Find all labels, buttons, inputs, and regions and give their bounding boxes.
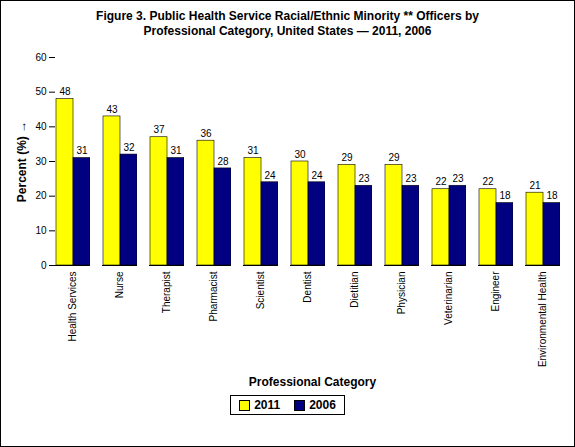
svg-text:Dentist: Dentist <box>302 271 313 302</box>
svg-text:43: 43 <box>106 104 118 115</box>
svg-text:21: 21 <box>529 180 541 191</box>
svg-text:0: 0 <box>41 260 47 271</box>
svg-text:37: 37 <box>153 124 165 135</box>
svg-text:Physician: Physician <box>396 272 407 315</box>
svg-text:22: 22 <box>482 176 494 187</box>
svg-text:48: 48 <box>59 86 71 97</box>
svg-text:Pharmacist: Pharmacist <box>208 271 219 321</box>
svg-text:Nurse: Nurse <box>114 271 125 298</box>
html-text:2006: 2006 <box>309 398 336 412</box>
svg-text:40: 40 <box>35 121 47 132</box>
svg-text:Scientist: Scientist <box>255 271 266 309</box>
svg-text:29: 29 <box>388 152 400 163</box>
svg-text:30: 30 <box>35 156 47 167</box>
svg-text:23: 23 <box>358 173 370 184</box>
svg-text:20: 20 <box>35 190 47 201</box>
svg-text:10: 10 <box>35 225 47 236</box>
svg-text:29: 29 <box>341 152 353 163</box>
svg-text:23: 23 <box>452 173 464 184</box>
svg-text:18: 18 <box>499 190 511 201</box>
svg-text:28: 28 <box>217 156 229 167</box>
svg-text:Health Services: Health Services <box>67 272 78 342</box>
html-text:2011: 2011 <box>254 398 281 412</box>
svg-text:Dietitian: Dietitian <box>349 272 360 308</box>
svg-text:18: 18 <box>546 190 558 201</box>
svg-text:30: 30 <box>294 149 306 160</box>
svg-text:60: 60 <box>35 52 47 63</box>
svg-text:Percent (%) →: Percent (%) → <box>15 121 29 202</box>
svg-text:31: 31 <box>170 145 182 156</box>
svg-text:50: 50 <box>35 86 47 97</box>
svg-text:23: 23 <box>405 173 417 184</box>
svg-text:24: 24 <box>264 170 276 181</box>
svg-text:32: 32 <box>123 142 135 153</box>
svg-text:Environmental Health: Environmental Health <box>537 272 548 368</box>
svg-text:Engineer: Engineer <box>490 271 501 312</box>
svg-text:22: 22 <box>435 176 447 187</box>
svg-text:24: 24 <box>311 170 323 181</box>
svg-text:Veterinarian: Veterinarian <box>443 272 454 325</box>
html-text:Professional Category: Professional Category <box>248 375 377 389</box>
svg-text:31: 31 <box>76 145 88 156</box>
svg-text:31: 31 <box>247 145 259 156</box>
svg-text:36: 36 <box>200 128 212 139</box>
html-text:Figure 3. Public Health Servic: Figure 3. Public Health Service Racial/E… <box>96 9 479 38</box>
svg-text:Therapist: Therapist <box>161 271 172 313</box>
